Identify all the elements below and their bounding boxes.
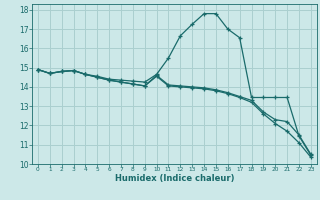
X-axis label: Humidex (Indice chaleur): Humidex (Indice chaleur) (115, 174, 234, 183)
